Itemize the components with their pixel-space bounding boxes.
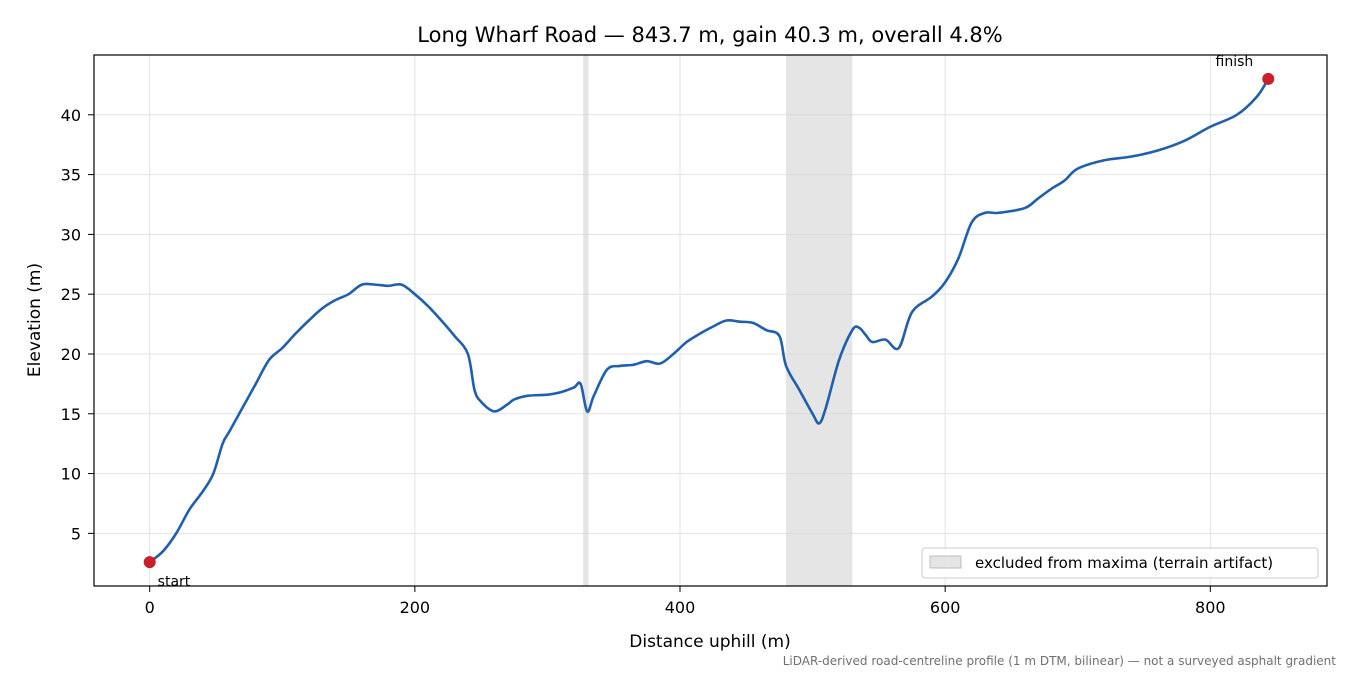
grid-layer [94, 55, 1327, 586]
series-layer [148, 77, 1270, 564]
chart-title: Long Wharf Road — 843.7 m, gain 40.3 m, … [417, 23, 1002, 47]
elevation-line [148, 77, 1270, 564]
y-tick-label: 40 [61, 106, 81, 125]
endpoint-marker-start [143, 556, 156, 569]
y-tick-label: 35 [61, 166, 81, 185]
endpoint-label-start: start [158, 574, 191, 590]
x-tick-label: 400 [665, 598, 696, 617]
y-tick-label: 5 [71, 524, 81, 543]
x-tick-label: 800 [1195, 598, 1226, 617]
legend-box [921, 547, 1319, 579]
endpoint-markers: start finish [143, 54, 1275, 590]
y-tick-label: 10 [61, 465, 81, 484]
legend-label: excluded from maxima (terrain artifact) [975, 554, 1273, 572]
x-tick-label: 0 [145, 598, 155, 617]
y-axis-label: Elevation (m) [25, 263, 45, 377]
y-tick-label: 30 [61, 225, 81, 244]
tick-layer: 0 200 400 600 800 5 10 15 20 25 30 35 40 [61, 106, 1226, 617]
y-tick-label: 20 [61, 345, 81, 364]
x-axis-label: Distance uphill (m) [629, 632, 790, 652]
footnote: LiDAR-derived road-centreline profile (1… [783, 654, 1337, 668]
endpoint-label-finish: finish [1216, 54, 1254, 70]
legend-swatch [929, 555, 962, 569]
excluded-band [583, 55, 589, 586]
x-tick-label: 200 [400, 598, 431, 617]
excluded-bands [583, 55, 853, 586]
legend: excluded from maxima (terrain artifact) [921, 547, 1319, 579]
endpoint-marker-finish [1262, 72, 1275, 85]
y-tick-label: 25 [61, 285, 81, 304]
x-tick-label: 600 [930, 598, 961, 617]
y-tick-label: 15 [61, 405, 81, 424]
excluded-band [786, 55, 853, 586]
plot-frame [93, 54, 1328, 587]
